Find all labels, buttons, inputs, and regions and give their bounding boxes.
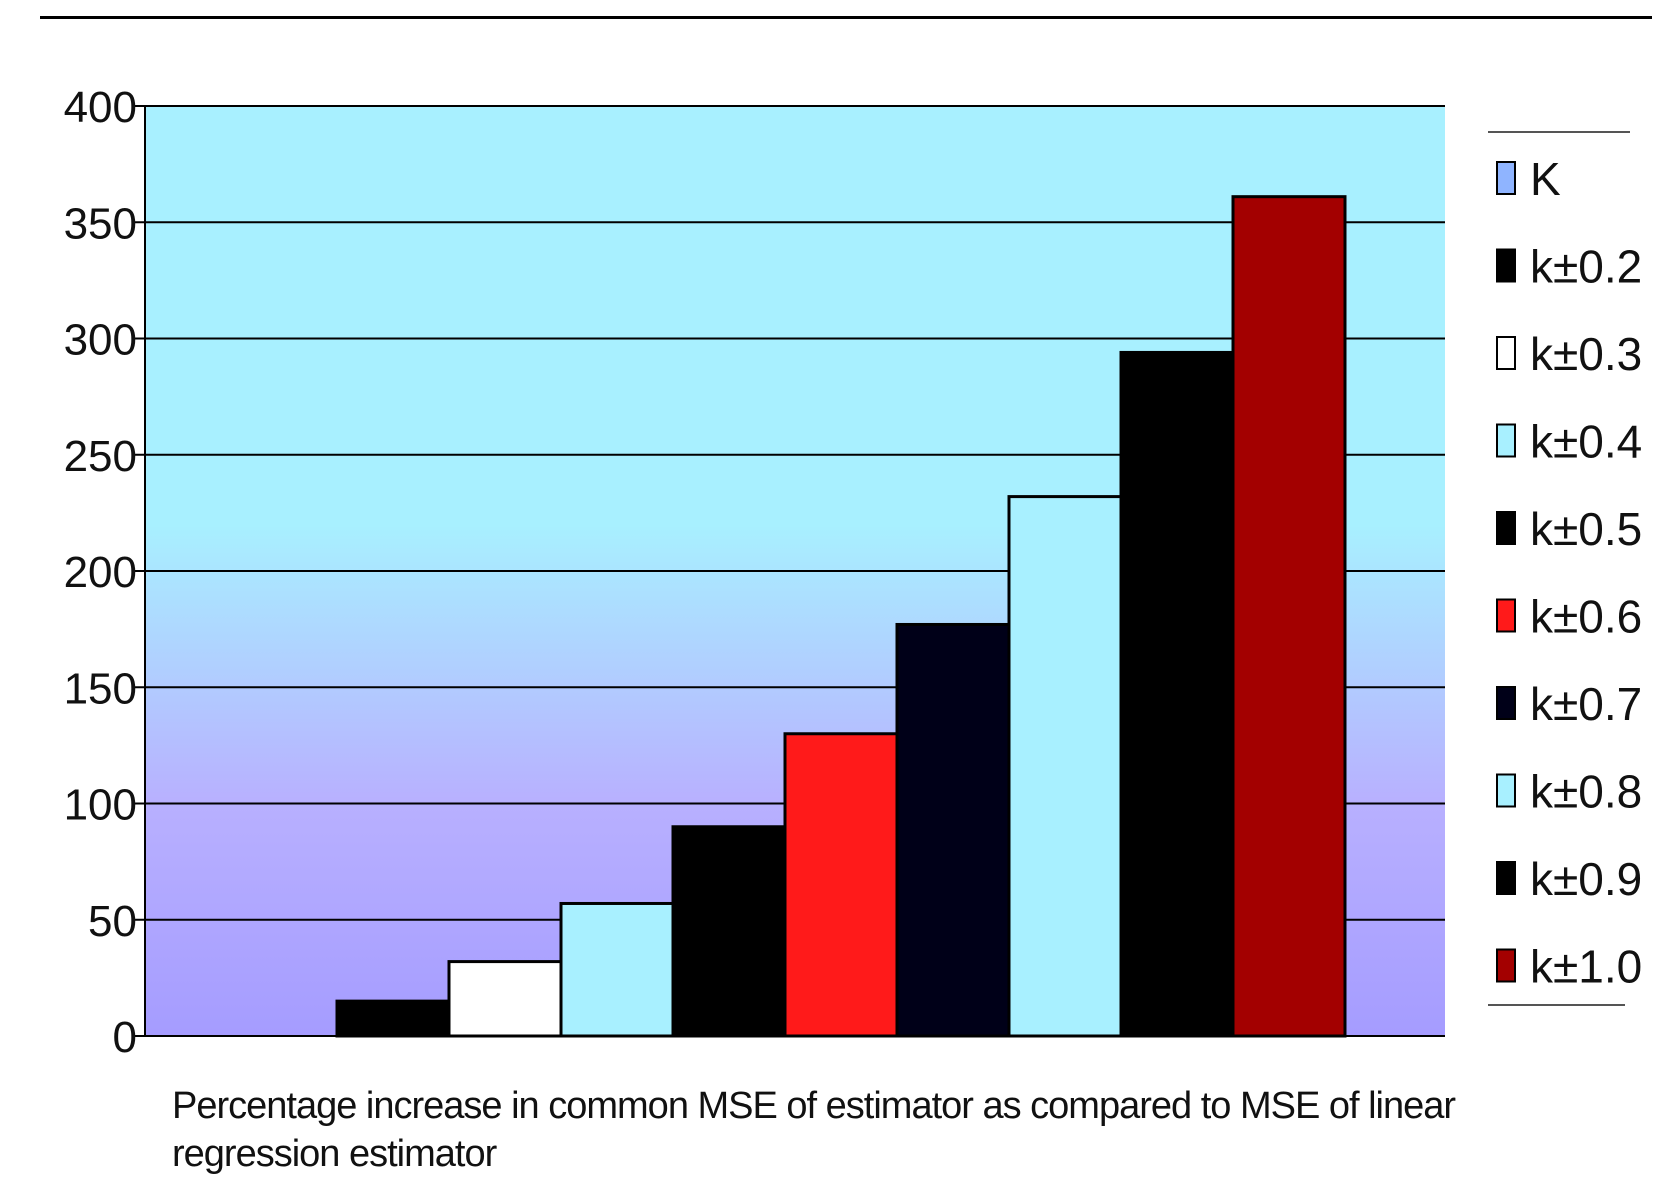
y-axis: 0 50 100 150 200 250 300 350 400 bbox=[64, 83, 145, 1062]
legend-label: k±0.4 bbox=[1530, 416, 1642, 468]
bar bbox=[1233, 197, 1345, 1036]
legend-swatch bbox=[1497, 862, 1515, 894]
bar bbox=[1009, 497, 1121, 1036]
legend-swatch bbox=[1497, 512, 1515, 544]
bar bbox=[1121, 352, 1233, 1036]
legend-swatch bbox=[1497, 162, 1515, 194]
chart-caption: Percentage increase in common MSE of est… bbox=[172, 1082, 1592, 1178]
y-tick-label: 350 bbox=[64, 199, 137, 248]
y-tick-label: 50 bbox=[88, 897, 137, 946]
legend-label: k±0.8 bbox=[1530, 766, 1642, 818]
legend: Kk±0.2 k±0.3 k±0.4 k±0.5 k±0.6 k±0.7 k±0.8 k±0.… bbox=[1488, 132, 1642, 1005]
y-tick-label: 100 bbox=[64, 781, 137, 830]
legend-label: K bbox=[1530, 153, 1561, 205]
legend-label: k±0.6 bbox=[1530, 591, 1642, 643]
legend-label: k±0.3 bbox=[1530, 328, 1642, 380]
legend-label: k±0.5 bbox=[1530, 503, 1642, 555]
legend-swatch bbox=[1497, 950, 1515, 982]
y-tick-label: 150 bbox=[64, 664, 137, 713]
legend-swatch bbox=[1497, 775, 1515, 807]
bar bbox=[897, 624, 1009, 1036]
legend-swatch bbox=[1497, 250, 1515, 282]
bar bbox=[673, 827, 785, 1036]
y-tick-label: 250 bbox=[64, 432, 137, 481]
y-tick-label: 300 bbox=[64, 316, 137, 365]
legend-swatch bbox=[1497, 600, 1515, 632]
legend-swatch bbox=[1497, 337, 1515, 369]
legend-swatch bbox=[1497, 425, 1515, 457]
y-tick-label: 200 bbox=[64, 548, 137, 597]
legend-label: k±1.0 bbox=[1530, 941, 1642, 993]
y-tick-label: 400 bbox=[64, 83, 137, 132]
y-tick-label: 0 bbox=[113, 1013, 137, 1062]
legend-label: k±0.7 bbox=[1530, 678, 1642, 730]
bar bbox=[561, 903, 673, 1036]
bar bbox=[449, 962, 561, 1036]
legend-swatch bbox=[1497, 687, 1515, 719]
legend-label: k±0.2 bbox=[1530, 241, 1642, 293]
bar bbox=[337, 1001, 449, 1036]
bar bbox=[785, 734, 897, 1036]
legend-label: k±0.9 bbox=[1530, 853, 1642, 905]
